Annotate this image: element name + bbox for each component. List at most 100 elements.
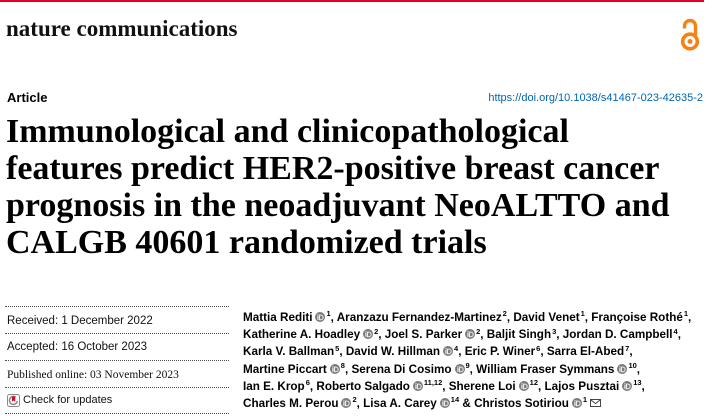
author: William Fraser Symmans 10 (476, 360, 637, 376)
published-date: Published online: 03 November 2023 (7, 369, 179, 381)
orcid-icon[interactable] (363, 329, 374, 340)
author-separator: , (584, 311, 592, 324)
author-name: Ian E. Krop (243, 379, 305, 393)
title-line: features predict HER2-positive breast ca… (6, 150, 660, 187)
author-separator: , (356, 396, 364, 410)
author-separator: , (480, 328, 487, 342)
author-line: Karla V. Ballman5, David W. Hillman 4, Er… (243, 343, 691, 360)
affiliation-number: 7 (625, 343, 630, 353)
author-separator: , (378, 328, 385, 342)
affiliation-number: 9 (465, 360, 470, 370)
author-line: Charles M. Perou 2, Lisa A. Carey 14 & Chr… (243, 395, 691, 412)
author-name: Katherine A. Hoadley (243, 328, 361, 342)
author: Charles M. Perou 2 (243, 395, 357, 410)
author-name: Aranzazu Fernandez-Martinez (336, 311, 502, 324)
affiliation-number: 1 (580, 309, 585, 319)
author-name: Martine Piccart (243, 362, 327, 376)
author-separator: , (629, 345, 633, 359)
check-for-updates-label: Check for updates (23, 394, 113, 406)
author-separator: , (506, 311, 514, 324)
author: Françoise Rothé1 (591, 309, 689, 324)
author: Joel S. Parker 2 (385, 326, 481, 341)
author-separator: & (459, 396, 475, 410)
doi-link[interactable]: https://doi.org/10.1038/s41467-023-42635… (488, 92, 703, 104)
check-for-updates-button[interactable]: Check for updates (7, 393, 112, 407)
affiliation-number: 2 (476, 326, 481, 336)
author: David W. Hillman 4 (346, 343, 459, 359)
envelope-icon[interactable] (590, 398, 601, 407)
affiliation-number: 14 (450, 395, 460, 405)
orcid-icon[interactable] (329, 363, 340, 374)
author-name: Lisa A. Carey (363, 396, 437, 410)
author-separator: , (458, 345, 465, 359)
top-accent-rule (0, 0, 704, 2)
author: Baljit Singh3 (487, 327, 556, 341)
author: Jordan D. Campbell4 (563, 327, 678, 341)
author-separator: , (469, 362, 477, 376)
affiliation-number: 1 (683, 309, 689, 319)
author-name: Serena Di Cosimo (351, 362, 452, 376)
author: Aranzazu Fernandez-Martinez2 (336, 309, 507, 324)
accepted-date: Accepted: 16 October 2023 (7, 341, 148, 353)
author: Lajos Pusztai 13 (544, 378, 642, 393)
author: Sarra El-Abed7 (547, 343, 630, 359)
affiliation-number: 2 (374, 326, 379, 336)
affiliation-number: 2 (502, 309, 507, 319)
author: Christos Sotiriou 1 (474, 395, 601, 410)
author-name: Christos Sotiriou (474, 396, 569, 410)
author-separator: , (540, 345, 547, 359)
title-line: Immunological and clinicopathological (6, 113, 569, 150)
orcid-icon[interactable] (518, 380, 529, 391)
author-name: Françoise Rothé (591, 311, 683, 324)
author-line: Katherine A. Hoadley 2, Joel S. Parker 2, … (243, 326, 691, 343)
affiliation-number: 11,12 (423, 378, 443, 388)
orcid-icon[interactable] (571, 397, 582, 408)
orcid-icon[interactable] (465, 329, 476, 340)
title-line: prognosis in the neoadjuvant NeoALTTO an… (6, 187, 670, 224)
article-title: Immunological and clinicopathological fe… (6, 113, 670, 261)
orcid-icon[interactable] (443, 346, 454, 357)
author-separator: , (309, 379, 317, 393)
orcid-icon[interactable] (622, 380, 633, 391)
dotted-divider (5, 306, 229, 307)
author-line: Mattia Rediti 1, Aranzazu Fernandez-Marti… (243, 309, 691, 326)
author: Katherine A. Hoadley 2 (243, 326, 379, 342)
author-name: Mattia Rediti (243, 311, 313, 324)
author-line: Ian E. Krop6, Roberto Salgado 11,12, Sher… (243, 378, 691, 395)
affiliation-number: 13 (633, 378, 642, 388)
author: David Venet1 (513, 309, 585, 324)
author-name: Eric P. Winer (464, 345, 536, 359)
affiliation-number: 4 (454, 343, 459, 353)
affiliation-number: 6 (536, 343, 541, 353)
author: Roberto Salgado 11,12 (316, 378, 443, 393)
author-name: Lajos Pusztai (544, 379, 620, 393)
orcid-icon[interactable] (454, 363, 465, 374)
affiliation-number: 12 (529, 378, 538, 388)
author-name: Charles M. Perou (243, 396, 339, 410)
affiliation-number: 10 (628, 360, 637, 370)
author-separator: , (677, 328, 681, 342)
dotted-divider (5, 360, 229, 361)
orcid-icon[interactable] (315, 312, 326, 322)
check-for-updates-icon (7, 393, 20, 407)
author-name: Karla V. Ballman (243, 345, 335, 359)
author-list: Mattia Rediti 1, Aranzazu Fernandez-Marti… (243, 309, 691, 412)
author-separator: , (636, 362, 641, 376)
dotted-divider (5, 333, 229, 334)
orcid-icon[interactable] (412, 380, 423, 391)
affiliation-number: 1 (326, 309, 331, 319)
author-name: Roberto Salgado (316, 379, 410, 393)
dotted-divider (5, 413, 229, 414)
author: Martine Piccart 8 (243, 362, 345, 376)
orcid-icon[interactable] (341, 397, 352, 408)
author-name: William Fraser Symmans (476, 362, 615, 376)
author: Serena Di Cosimo 9 (351, 360, 470, 376)
affiliation-number: 6 (305, 378, 310, 388)
orcid-icon[interactable] (439, 397, 450, 408)
affiliation-number: 1 (582, 395, 588, 405)
open-access-icon (680, 18, 700, 51)
author-separator: , (330, 311, 337, 324)
author: Sherene Loi 12 (449, 378, 538, 393)
orcid-icon[interactable] (617, 363, 628, 374)
affiliation-number: 2 (352, 395, 357, 405)
